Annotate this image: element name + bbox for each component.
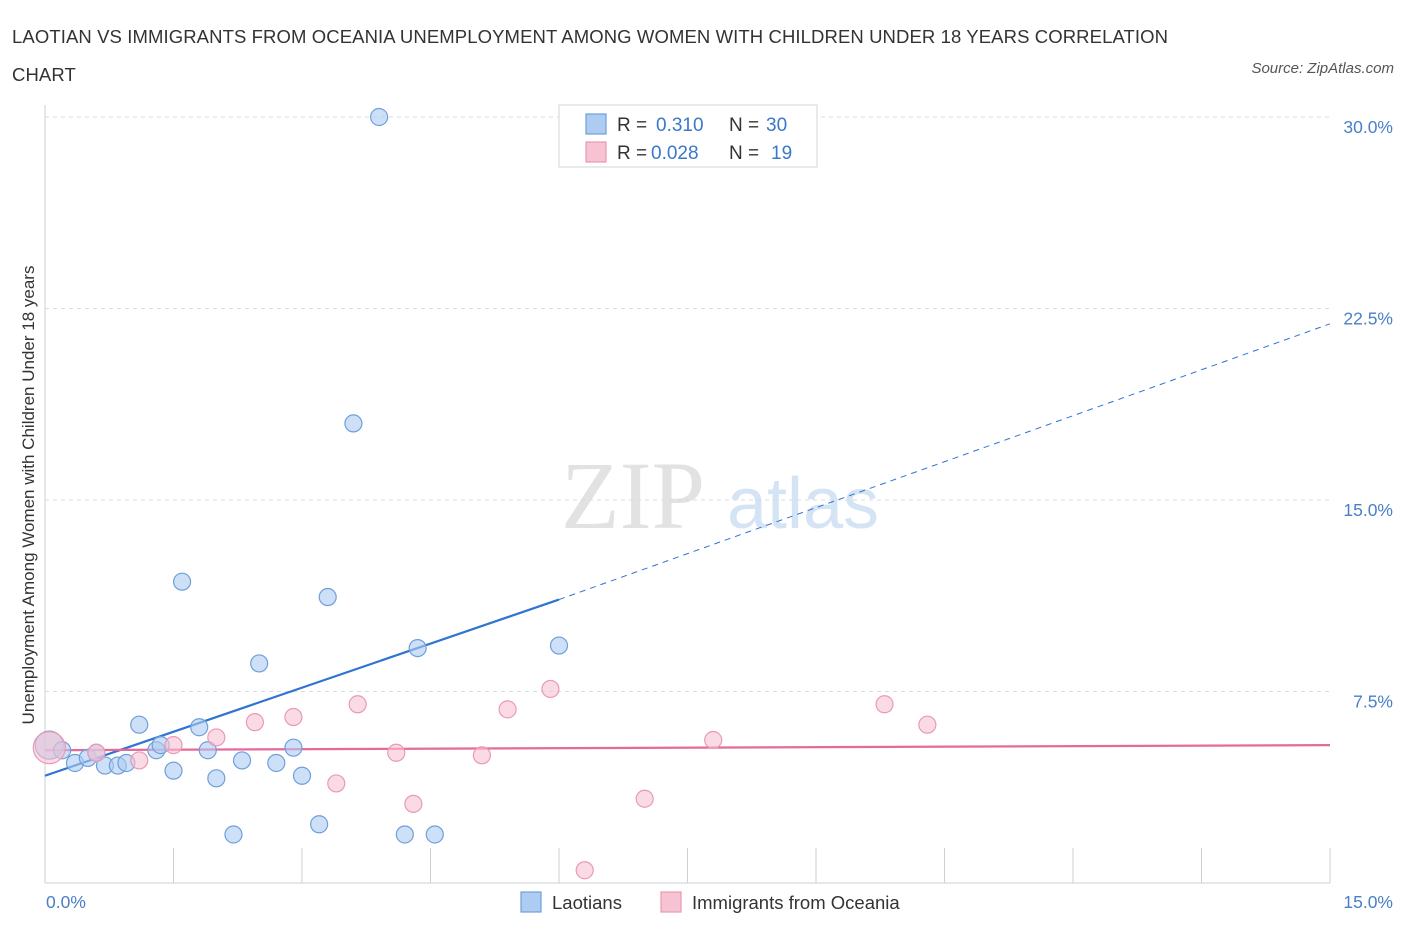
y-tick-label: 30.0% xyxy=(1343,117,1393,137)
laotians-point[interactable] xyxy=(207,769,226,788)
y-axis-label: Unemployment Among Women with Children U… xyxy=(19,266,38,725)
laotians-point[interactable] xyxy=(408,638,427,658)
laotians-point[interactable] xyxy=(310,815,329,834)
oceania-point[interactable] xyxy=(130,751,149,770)
oceania-point[interactable] xyxy=(284,707,303,727)
source-label: Source: ZipAtlas.com xyxy=(1251,60,1394,77)
trend-line-laotians-extension xyxy=(558,323,1331,601)
series-legend-swatch-oceania xyxy=(660,891,682,913)
watermark-atlas: atlas xyxy=(727,464,879,544)
legend-r-label-laotians: R = xyxy=(617,115,647,136)
trend-line-laotians xyxy=(44,598,560,777)
series-legend-label-oceania[interactable]: Immigrants from Oceania xyxy=(692,892,900,913)
oceania-point[interactable] xyxy=(348,695,367,714)
laotians-points xyxy=(34,107,569,844)
laotians-point[interactable] xyxy=(284,738,303,757)
oceania-point[interactable] xyxy=(404,794,423,813)
oceania-point[interactable] xyxy=(541,679,560,699)
y-tick-label: 15.0% xyxy=(1343,500,1393,520)
gridlines xyxy=(45,116,1330,692)
legend-swatch-oceania xyxy=(585,141,607,163)
laotians-point[interactable] xyxy=(232,751,252,770)
y-tick-labels: 7.5% 15.0% 22.5% 30.0% xyxy=(1343,117,1393,712)
oceania-point[interactable] xyxy=(207,728,226,747)
oceania-points xyxy=(32,679,937,880)
oceania-point[interactable] xyxy=(635,789,654,808)
laotians-point[interactable] xyxy=(250,654,269,673)
trend-line-oceania xyxy=(44,744,1331,752)
laotians-point[interactable] xyxy=(190,718,209,737)
legend-swatch-laotians xyxy=(585,113,607,135)
laotians-point[interactable] xyxy=(395,825,414,844)
oceania-point[interactable] xyxy=(164,736,183,755)
laotians-point[interactable] xyxy=(164,761,183,780)
series-legend-label-laotians[interactable]: Laotians xyxy=(552,892,622,913)
oceania-point[interactable] xyxy=(472,746,491,765)
legend-r-value-oceania: 0.028 xyxy=(651,143,699,164)
oceania-point[interactable] xyxy=(327,774,346,793)
oceania-point[interactable] xyxy=(32,731,66,765)
legend-r-value-laotians: 0.310 xyxy=(656,115,704,136)
laotians-point[interactable] xyxy=(344,414,363,433)
laotians-point[interactable] xyxy=(318,587,337,607)
laotians-point[interactable] xyxy=(224,825,243,844)
oceania-point[interactable] xyxy=(875,695,894,714)
x-ticks xyxy=(173,848,1331,883)
oceania-point[interactable] xyxy=(387,743,406,762)
oceania-point[interactable] xyxy=(704,730,723,750)
laotians-point[interactable] xyxy=(130,715,149,734)
y-tick-label: 7.5% xyxy=(1353,692,1393,712)
legend-r-label-oceania: R = xyxy=(617,143,647,164)
watermark: ZIP atlas xyxy=(561,442,879,549)
laotians-point[interactable] xyxy=(292,766,312,785)
laotians-point[interactable] xyxy=(370,107,389,127)
oceania-point[interactable] xyxy=(498,700,517,719)
chart-title: LAOTIAN VS IMMIGRANTS FROM OCEANIA UNEMP… xyxy=(12,26,1169,85)
legend-n-label-laotians: N = xyxy=(729,115,759,136)
laotians-point[interactable] xyxy=(425,825,444,844)
legend-n-value-laotians: 30 xyxy=(766,115,787,136)
laotians-point[interactable] xyxy=(198,741,217,760)
laotians-point[interactable] xyxy=(172,572,192,591)
legend-box: R = 0.310 N = 30 R = 0.028 N = 19 xyxy=(558,104,818,168)
trend-lines xyxy=(44,323,1331,777)
series-legend: Laotians Immigrants from Oceania xyxy=(520,891,900,913)
series-legend-swatch-laotians xyxy=(520,891,542,913)
oceania-point[interactable] xyxy=(918,715,937,734)
laotians-point[interactable] xyxy=(549,636,569,655)
legend-n-label-oceania: N = xyxy=(729,143,759,164)
x-tick-label-max: 15.0% xyxy=(1343,892,1393,912)
legend-n-value-oceania: 19 xyxy=(771,143,792,164)
y-tick-label: 22.5% xyxy=(1343,309,1393,329)
oceania-point[interactable] xyxy=(575,861,594,880)
oceania-point[interactable] xyxy=(87,743,106,762)
laotians-point[interactable] xyxy=(267,753,286,773)
watermark-zip: ZIP xyxy=(561,442,705,549)
x-tick-label-min: 0.0% xyxy=(46,892,86,912)
oceania-point[interactable] xyxy=(245,713,264,732)
